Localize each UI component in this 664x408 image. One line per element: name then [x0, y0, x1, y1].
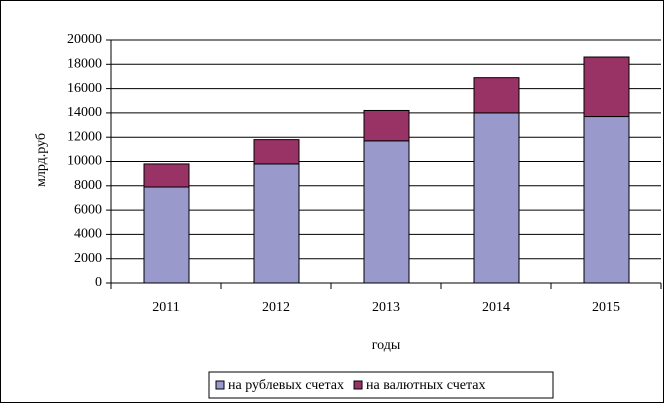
bar-segment — [363, 109, 410, 142]
x-axis-label: годы — [372, 338, 401, 353]
bar-segment — [253, 163, 300, 284]
y-tick-label: 12000 — [67, 129, 102, 144]
y-tick-label: 2000 — [74, 251, 102, 266]
bar-segment — [473, 112, 520, 284]
bar-segment — [473, 77, 520, 114]
bar-segment — [143, 163, 190, 188]
x-tick-label: 2012 — [262, 300, 290, 315]
x-tick-label: 2013 — [372, 300, 400, 315]
legend-label: на рублевых счетах — [228, 378, 344, 393]
y-tick-label: 16000 — [67, 81, 102, 96]
bar-segment — [143, 186, 190, 284]
y-tick-label: 0 — [95, 275, 102, 290]
legend-label: на валютных счетах — [366, 378, 485, 393]
x-tick-label: 2014 — [482, 300, 510, 315]
x-tick-label: 2011 — [152, 300, 179, 315]
bar-segment — [583, 116, 630, 284]
bar-segment — [583, 56, 630, 118]
y-axis-label: млрд.руб — [34, 133, 49, 187]
y-tick-label: 8000 — [74, 178, 102, 193]
legend-swatch — [353, 380, 363, 390]
legend-box — [208, 371, 554, 399]
y-tick-label: 14000 — [67, 105, 102, 120]
y-tick-label: 6000 — [74, 202, 102, 217]
y-tick-label: 4000 — [74, 227, 102, 242]
y-tick-label: 18000 — [67, 57, 102, 72]
x-tick-label: 2015 — [592, 300, 620, 315]
y-tick-label: 20000 — [67, 32, 102, 47]
legend-swatch — [215, 380, 225, 390]
y-tick-label: 10000 — [67, 154, 102, 169]
bar-segment — [363, 140, 410, 284]
bar-segment — [253, 139, 300, 165]
